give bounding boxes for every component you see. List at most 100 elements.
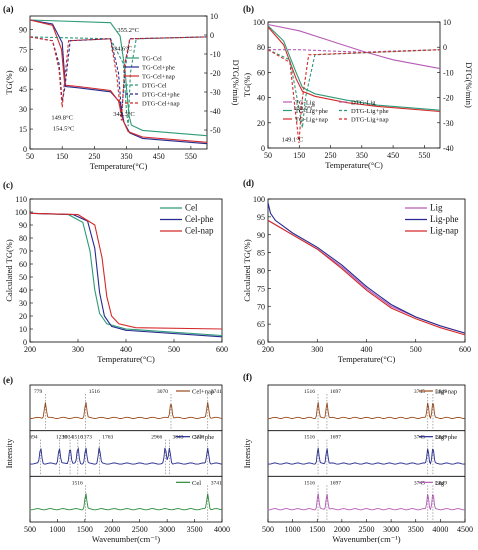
spectrum-line — [29, 493, 223, 511]
y-tick-label: 90 — [19, 25, 27, 34]
y2-tick-label: -40 — [443, 144, 454, 153]
x-tick-label: 2000 — [104, 525, 120, 534]
x-tick-label: 450 — [387, 151, 399, 160]
x-tick-label: 500 — [168, 345, 180, 354]
y2-tick-label: 10 — [443, 18, 451, 27]
annotation: 160.0°C — [293, 105, 315, 112]
legend-label: Cel-nap — [185, 226, 214, 236]
y-axis-label: Intensity — [242, 438, 252, 468]
y-tick-label: 75 — [19, 45, 27, 54]
plot-frame — [267, 384, 466, 523]
y-axis-label: Intensity — [4, 438, 14, 468]
peak-label: 3741 — [194, 435, 205, 441]
spectrum-line — [29, 402, 223, 419]
y2-tick-label: -10 — [210, 50, 221, 59]
x-tick-label: 4500 — [457, 525, 473, 534]
peak-label: 1230 — [56, 435, 67, 441]
x-tick-label: 1500 — [309, 525, 325, 534]
y2-tick-label: 0 — [443, 43, 447, 52]
annotation: 342.3°C — [113, 111, 135, 118]
y-axis-label: TG(%) — [4, 70, 14, 94]
y-tick-label: 100 — [253, 18, 265, 27]
legend-label: DTG-Lig — [351, 100, 376, 107]
peak-label: 2966 — [151, 435, 162, 441]
series-line-4 — [29, 36, 208, 127]
x-tick-label: 1500 — [77, 525, 93, 534]
y2-tick-label: -50 — [210, 126, 221, 135]
y-tick-label: 80 — [19, 234, 27, 243]
x-tick-label: 350 — [121, 152, 133, 161]
y-tick-label: 60 — [19, 65, 27, 74]
series-line-2 — [29, 19, 208, 145]
x-tick-label: 500 — [24, 525, 36, 534]
y-tick-label: 110 — [15, 195, 27, 204]
x-tick-label: 450 — [153, 152, 165, 161]
x-tick-label: 1000 — [49, 525, 65, 534]
y-tick-label: 70 — [257, 302, 265, 311]
y-tick-label: 15 — [19, 125, 27, 134]
y2-axis-label: DTG(%/min) — [231, 60, 241, 106]
x-tick-label: 50 — [264, 151, 272, 160]
series-line-1 — [29, 19, 208, 137]
x-tick-label: 300 — [72, 345, 84, 354]
y2-tick-label: 0 — [210, 31, 214, 40]
panel-label: (a) — [3, 4, 14, 14]
peak-label: 1516 — [304, 435, 315, 441]
series-line-2 — [267, 25, 441, 111]
legend-label: Lig-phe — [430, 214, 459, 224]
peak-label: 3741 — [211, 480, 222, 486]
y-tick-label: 95 — [257, 213, 265, 222]
series-line-2 — [29, 212, 223, 338]
chart-1: (a)50 150 250 350 450 550Temperature(°C)TG(%)… — [3, 4, 241, 171]
series-line-1 — [267, 23, 441, 70]
x-tick-label: 200 — [24, 345, 36, 354]
x-tick-label: 250 — [88, 152, 100, 161]
spectrum-line — [267, 402, 466, 420]
y-tick-label: 0 — [23, 338, 27, 347]
x-axis-label: Temperature(°C) — [97, 354, 155, 364]
x-axis-label: Wavenumber(cm⁻¹) — [332, 534, 400, 544]
y-tick-label: 45 — [19, 85, 27, 94]
legend-label: DTG-Lig+nap — [351, 117, 389, 124]
legend-label: TG-Lig — [295, 100, 316, 107]
spectrum-line — [267, 493, 466, 511]
x-tick-label: 150 — [293, 151, 305, 160]
chart-5: (e) 500 1000 1500 2000 2500 3000 3500 4000 Wavenu… — [3, 375, 230, 544]
x-axis-label: Wavenumber(cm⁻¹) — [92, 534, 160, 544]
x-tick-label: 500 — [410, 345, 422, 354]
peak-label: 779 — [34, 389, 43, 395]
series-line-2 — [267, 202, 466, 334]
peak-label: 1763 — [102, 435, 113, 441]
x-tick-label: 3500 — [408, 525, 424, 534]
y-tick-label: 40 — [257, 94, 265, 103]
y-tick-label: 85 — [257, 249, 265, 258]
panel-label: (f) — [243, 372, 252, 382]
y-tick-label: 100 — [253, 195, 265, 204]
legend-label: TG-Cel+phe — [142, 65, 175, 72]
x-tick-label: 3000 — [159, 525, 175, 534]
x-tick-label: 300 — [311, 345, 323, 354]
peak-label: 1516 — [304, 480, 315, 486]
y-tick-label: 90 — [257, 231, 265, 240]
annotation: 334.6°C — [111, 46, 133, 53]
legend-label: DTG-Cel+nap — [142, 101, 180, 108]
peak-label: 1516 — [304, 389, 315, 395]
legend-label: TG-Cel — [142, 56, 162, 63]
annotation: 149.8°C — [51, 115, 73, 122]
y-tick-label: 20 — [19, 312, 27, 321]
legend-label: TG-Lig+phe — [295, 108, 328, 115]
y2-tick-label: -30 — [210, 88, 221, 97]
peak-label: 3849 — [436, 435, 447, 441]
x-tick-label: 3000 — [383, 525, 399, 534]
x-axis-label: Temperature(°C) — [338, 354, 396, 364]
legend-label: DTG-Cel — [142, 83, 167, 90]
y2-tick-label: -30 — [443, 119, 454, 128]
x-tick-label: 350 — [356, 151, 368, 160]
peak-label: 1516 — [72, 480, 83, 486]
legend-label: Lig+nap — [435, 389, 457, 396]
annotation: 154.5°C — [53, 125, 75, 132]
peak-label: 3745 — [414, 435, 425, 441]
panel-label: (c) — [3, 180, 13, 190]
y-axis-label: Calculated TG(%) — [242, 239, 252, 302]
x-axis-label: Temperature(°C) — [90, 161, 148, 171]
